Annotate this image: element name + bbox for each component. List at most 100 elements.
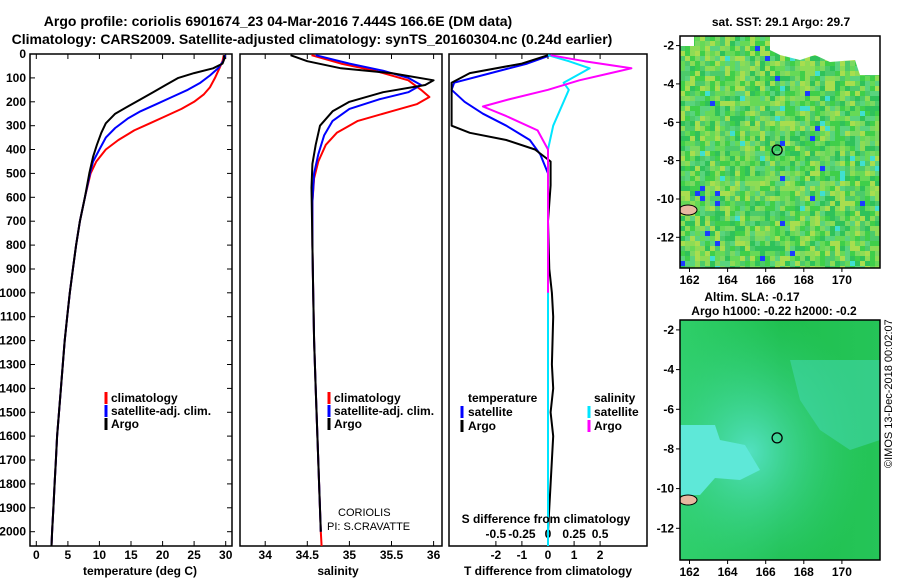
sst-cell <box>700 181 705 186</box>
sst-cell <box>740 61 745 66</box>
s-tick-label: -0.5 <box>486 527 507 541</box>
sst-cell <box>685 146 690 151</box>
sst-cell <box>755 146 760 151</box>
sst-cell <box>730 106 735 111</box>
sst-cell <box>700 211 705 216</box>
sst-cell <box>840 241 845 246</box>
sst-cell <box>805 206 810 211</box>
sst-cell <box>790 136 795 141</box>
sst-cell <box>765 36 770 41</box>
sst-cell <box>775 261 780 266</box>
sst-cell <box>685 131 690 136</box>
sst-cell <box>705 146 710 151</box>
sst-cell <box>745 121 750 126</box>
sst-cell <box>725 176 730 181</box>
sst-cell <box>755 106 760 111</box>
sst-cell <box>855 96 860 101</box>
sst-cell <box>790 86 795 91</box>
sst-cell <box>705 61 710 66</box>
sst-cell <box>800 91 805 96</box>
sst-cell <box>755 226 760 231</box>
sst-cell <box>725 146 730 151</box>
sst-cell <box>755 141 760 146</box>
sst-cell <box>715 196 720 201</box>
sst-cell <box>695 41 700 46</box>
sst-cell <box>810 66 815 71</box>
sst-cell <box>780 116 785 121</box>
sst-cell <box>800 256 805 261</box>
sst-cell <box>745 161 750 166</box>
sst-cell <box>735 46 740 51</box>
sst-cell <box>855 226 860 231</box>
sst-cell <box>835 86 840 91</box>
sst-cell <box>800 176 805 181</box>
sst-cell <box>840 266 845 268</box>
sst-cell <box>770 161 775 166</box>
sst-cell <box>785 256 790 261</box>
sst-cell <box>865 171 870 176</box>
sst-cell <box>805 251 810 256</box>
sst-cell <box>835 266 840 268</box>
sst-cell <box>850 266 855 268</box>
sst-cell <box>865 136 870 141</box>
sst-cell <box>780 216 785 221</box>
sst-cell <box>745 126 750 131</box>
sst-cell <box>720 91 725 96</box>
sst-cell <box>835 146 840 151</box>
sst-cell <box>865 256 870 261</box>
sst-cell <box>720 136 725 141</box>
sst-cell <box>850 186 855 191</box>
sst-cell <box>725 126 730 131</box>
sst-cell <box>845 86 850 91</box>
sst-cell <box>785 66 790 71</box>
sst-cell <box>760 61 765 66</box>
sst-cell <box>730 56 735 61</box>
sst-cell <box>725 131 730 136</box>
sst-cell <box>720 86 725 91</box>
legend-label-satellite: satellite-adj. clim. <box>334 404 434 418</box>
sst-cell <box>785 61 790 66</box>
sla-map-title: Altim. SLA: -0.17 <box>704 290 800 304</box>
sst-cell <box>795 141 800 146</box>
sst-cell <box>845 96 850 101</box>
sst-cell <box>850 206 855 211</box>
sst-cell <box>685 201 690 206</box>
sst-cell <box>805 141 810 146</box>
sst-cell <box>860 126 865 131</box>
sst-cell <box>745 176 750 181</box>
sst-cell <box>680 186 685 191</box>
sst-cell <box>730 211 735 216</box>
sst-cell <box>735 246 740 251</box>
sst-cell <box>800 266 805 268</box>
sst-cell <box>845 196 850 201</box>
sst-cell <box>735 151 740 156</box>
sst-cell <box>745 136 750 141</box>
sst-cell <box>695 126 700 131</box>
sst-cell <box>870 121 875 126</box>
sst-cell <box>695 86 700 91</box>
sst-cell <box>740 56 745 61</box>
sst-cell <box>815 111 820 116</box>
sst-cell <box>845 141 850 146</box>
sst-cell <box>730 131 735 136</box>
sst-cell <box>715 121 720 126</box>
sst-cell <box>745 181 750 186</box>
sst-cell <box>765 81 770 86</box>
sst-cell <box>875 111 880 116</box>
sst-cell <box>710 211 715 216</box>
sst-cell <box>735 51 740 56</box>
sst-cell <box>775 266 780 268</box>
sst-cell <box>820 261 825 266</box>
sst-cell <box>740 126 745 131</box>
sst-cell <box>710 166 715 171</box>
sst-cell <box>765 176 770 181</box>
sst-cell <box>770 101 775 106</box>
sst-cell <box>730 221 735 226</box>
sst-cell <box>690 61 695 66</box>
sst-cell <box>815 231 820 236</box>
sst-cell <box>710 246 715 251</box>
sst-cell <box>765 226 770 231</box>
sst-cell <box>705 196 710 201</box>
sst-cell <box>775 181 780 186</box>
